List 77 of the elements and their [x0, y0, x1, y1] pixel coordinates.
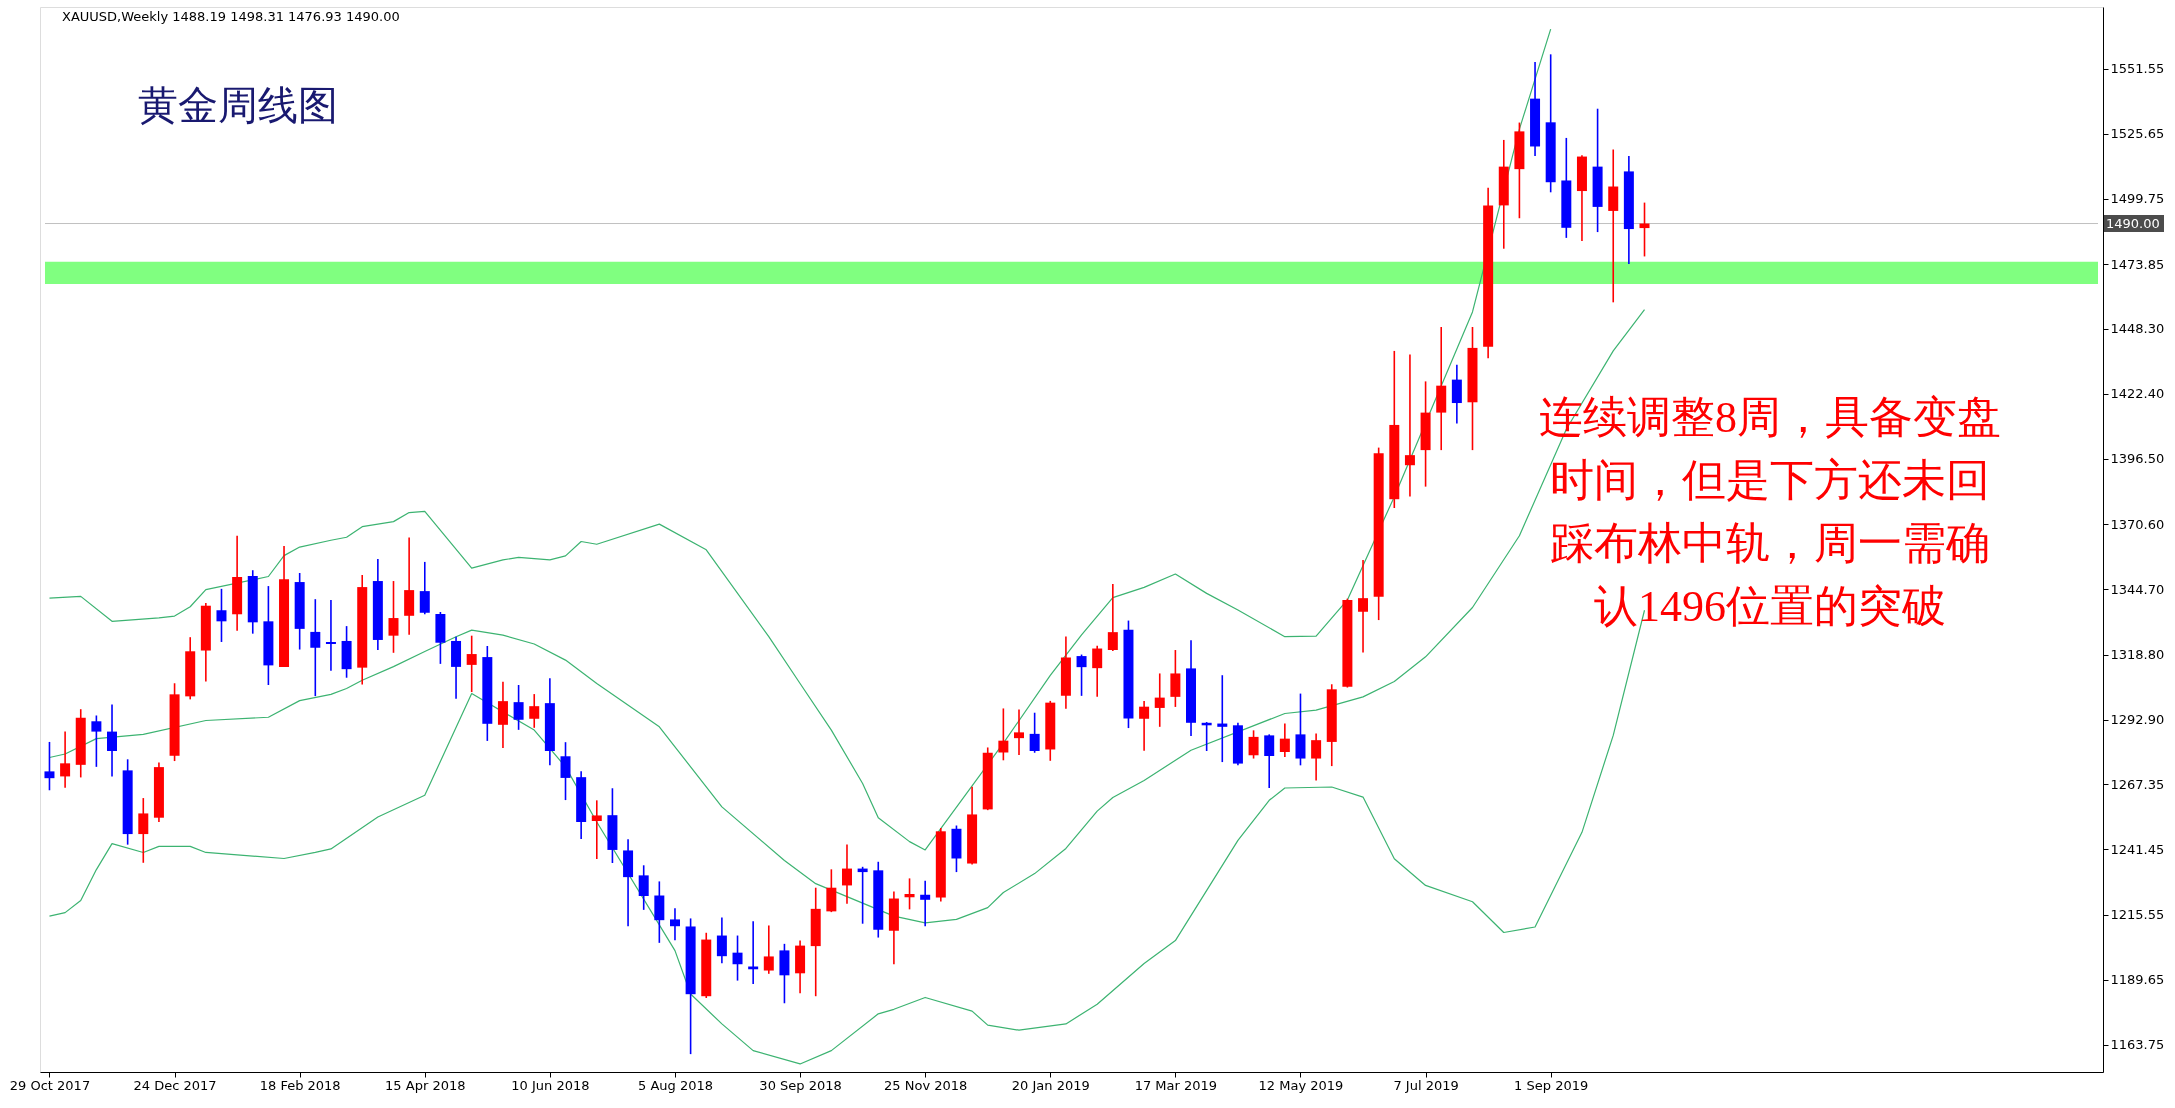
x-tick-label: 17 Mar 2019 [1134, 1077, 1218, 1093]
x-tick-label: 25 Nov 2018 [884, 1077, 968, 1093]
candlestick [1264, 733, 1275, 789]
candlestick [732, 934, 743, 982]
candlestick [138, 797, 149, 864]
x-tick-label: 20 Jan 2019 [1011, 1077, 1090, 1093]
candlestick [669, 907, 680, 942]
y-tick-label: 1163.75 [2110, 1037, 2165, 1053]
annotation: 认1496位置的突破 [1594, 582, 1946, 631]
candlestick [60, 730, 71, 789]
candlestick [1014, 708, 1024, 756]
x-tick-label: 29 Oct 2017 [9, 1077, 91, 1093]
candlestick [998, 707, 1009, 762]
candlestick [1076, 653, 1087, 697]
y-tick-label: 1292.90 [2110, 712, 2165, 728]
y-tick-label: 1525.65 [2110, 126, 2165, 142]
y-tick-label: 1499.75 [2110, 191, 2165, 207]
x-tick-label: 24 Dec 2017 [133, 1077, 217, 1093]
candlestick [388, 580, 399, 654]
candlestick [1451, 363, 1462, 425]
candlestick [1404, 353, 1415, 498]
x-tick-label: 30 Sep 2018 [759, 1077, 842, 1093]
annotation: 踩布林中轨，周一需确 [1550, 519, 1990, 568]
x-tick-label: 15 Apr 2018 [385, 1077, 466, 1093]
y-tick-label: 1551.55 [2110, 61, 2165, 77]
candlestick [107, 703, 118, 778]
candlestick [325, 599, 336, 672]
y-tick-label: 1370.60 [2110, 516, 2165, 532]
candlestick [716, 916, 727, 965]
candlestick [1029, 711, 1040, 754]
candlestick [497, 680, 508, 749]
candlestick [1139, 700, 1150, 752]
candlestick [591, 799, 602, 860]
candlestick [1311, 732, 1322, 782]
y-tick-label: 1241.45 [2110, 841, 2165, 857]
x-tick-label: 10 Jun 2018 [511, 1077, 590, 1093]
candlestick [466, 634, 477, 693]
candlestick [513, 684, 524, 731]
y-tick-label: 1448.30 [2110, 321, 2165, 337]
x-tick-label: 18 Feb 2018 [259, 1077, 341, 1093]
annotation: 时间，但是下方还未回 [1550, 456, 1990, 505]
y-tick-label: 1396.50 [2110, 451, 2165, 467]
candlestick [1279, 722, 1290, 758]
x-tick-label: 1 Sep 2019 [1514, 1077, 1589, 1093]
y-tick-label: 1318.80 [2110, 647, 2165, 663]
candlestick [529, 693, 540, 729]
candlestick [1248, 729, 1259, 760]
candlestick [920, 879, 931, 928]
candlestick [638, 864, 649, 911]
candlestick [310, 598, 321, 697]
candlestick [419, 561, 430, 616]
y-tick-label: 1189.65 [2110, 972, 2165, 988]
candlestick [560, 741, 571, 801]
candlestick [763, 924, 774, 975]
y-tick-label: 1267.35 [2110, 776, 2165, 792]
annotation: 黄金周线图 [138, 83, 338, 128]
candlestick [1358, 559, 1369, 654]
candlestick [1170, 649, 1181, 708]
candlestick [904, 877, 915, 911]
candlestick [1217, 674, 1228, 763]
candlestick [841, 843, 852, 905]
chart-title: XAUUSD,Weekly 1488.19 1498.31 1476.93 1490.00 [62, 9, 400, 24]
candlestick [826, 868, 837, 913]
y-tick-label: 1473.85 [2110, 256, 2165, 272]
x-tick-label: 12 May 2019 [1258, 1077, 1344, 1093]
candlestick [91, 714, 102, 768]
y-tick-label: 1422.40 [2110, 386, 2165, 402]
candlestick [44, 741, 55, 792]
x-tick-label: 5 Aug 2018 [637, 1077, 713, 1093]
ref-line-label: 1490.00 [2106, 215, 2160, 231]
y-tick-label: 1344.70 [2110, 581, 2165, 597]
candlestick [1092, 644, 1103, 698]
candlestick [1154, 672, 1165, 728]
candlestick [1107, 583, 1118, 652]
y-tick-label: 1215.55 [2110, 907, 2165, 923]
candlestick [216, 588, 227, 643]
x-tick-label: 7 Jul 2019 [1393, 1077, 1459, 1093]
